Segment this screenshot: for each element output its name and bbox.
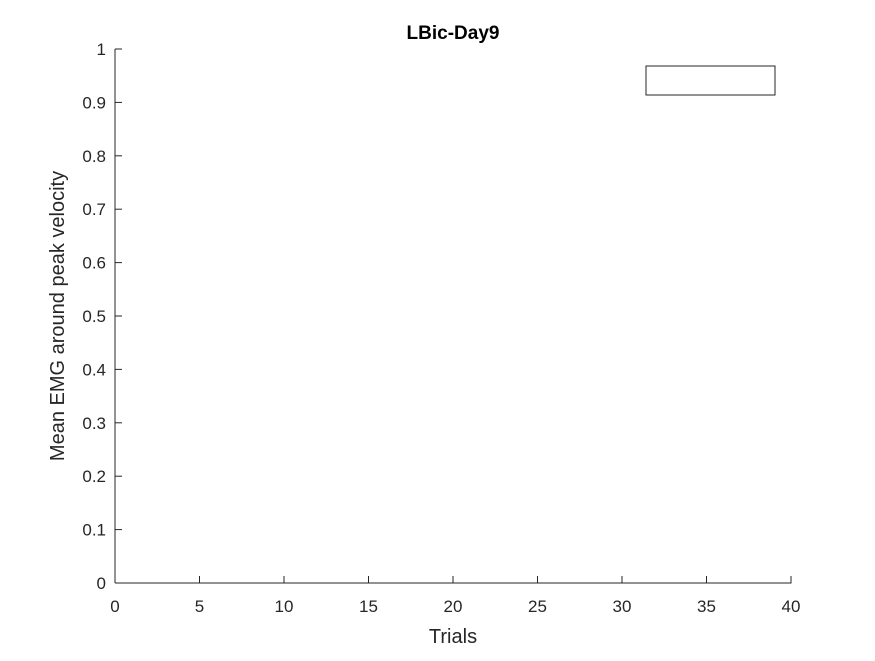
- x-tick-label: 30: [613, 597, 632, 616]
- y-tick-label: 0.2: [82, 467, 106, 486]
- x-tick-label: 40: [782, 597, 801, 616]
- x-tick-label: 5: [195, 597, 204, 616]
- y-tick-label: 0.1: [82, 521, 106, 540]
- x-tick-label: 10: [275, 597, 294, 616]
- y-axis-label: Mean EMG around peak velocity: [47, 171, 69, 461]
- axes: [114, 49, 792, 584]
- y-tick-label: 0.8: [82, 147, 106, 166]
- y-tick-label: 1: [97, 40, 106, 59]
- y-tick-label: 0.6: [82, 254, 106, 273]
- chart-title: LBic-Day9: [407, 23, 500, 44]
- x-tick-label: 35: [697, 597, 716, 616]
- x-tick-label: 15: [359, 597, 378, 616]
- y-tick-label: 0.5: [82, 307, 106, 326]
- x-tick-label: 0: [110, 597, 119, 616]
- x-axis-label: Trials: [429, 626, 477, 648]
- x-tick-label: 20: [444, 597, 463, 616]
- x-tick-label: 25: [528, 597, 547, 616]
- y-tick-label: 0.7: [82, 200, 106, 219]
- y-tick-label: 0.4: [82, 360, 106, 379]
- legend-box: [645, 65, 776, 96]
- y-axis-ticks: 0 0.1 0.2 0.3 0.4 0.5 0.6 0.7 0.8 0.9 1: [82, 40, 122, 593]
- y-tick-label: 0: [97, 574, 106, 593]
- y-tick-label: 0.3: [82, 414, 106, 433]
- x-axis-ticks: 0 5 10 15 20 25 30 35 40: [110, 576, 800, 616]
- y-tick-label: 0.9: [82, 93, 106, 112]
